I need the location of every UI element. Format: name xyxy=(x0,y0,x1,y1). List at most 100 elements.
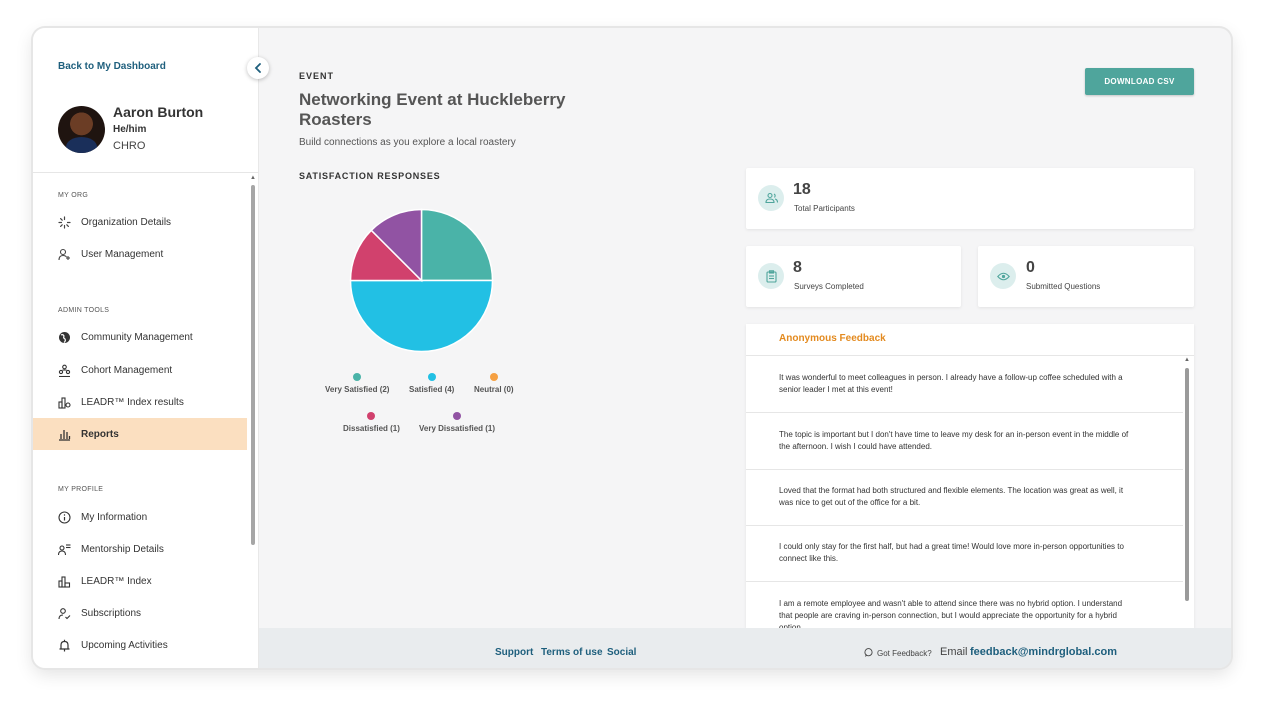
sidebar-item-label: Community Management xyxy=(81,331,193,343)
user-add-icon xyxy=(58,248,71,261)
sidebar: Back to My Dashboard Aaron Burton He/him… xyxy=(33,28,259,668)
feedback-item: I am a remote employee and wasn't able t… xyxy=(779,599,1123,628)
section-title-admin-tools: ADMIN TOOLS xyxy=(58,307,110,314)
feedback-divider xyxy=(746,355,1194,356)
info-icon xyxy=(58,510,71,524)
sidebar-item-upcoming-activities[interactable]: Upcoming Activities xyxy=(33,629,247,661)
pie-slice-satisfied[interactable] xyxy=(349,279,494,353)
section-title-my-org: MY ORG xyxy=(58,192,89,199)
sidebar-item-label: Cohort Management xyxy=(81,364,173,376)
feedback-item: It was wonderful to meet colleagues in p… xyxy=(746,356,1183,413)
participants-label: Total Participants xyxy=(794,204,855,213)
index-icon xyxy=(58,396,71,409)
legend-very-dissatisfied: Very Dissatisfied (1) xyxy=(419,412,495,433)
sidebar-item-organization-details[interactable]: Organization Details xyxy=(33,206,247,238)
legend-label: Very Dissatisfied (1) xyxy=(419,424,496,433)
avatar xyxy=(58,106,105,153)
sidebar-item-subscriptions[interactable]: Subscriptions xyxy=(33,597,247,629)
feedback-item: The topic is important but I don't have … xyxy=(746,413,1183,470)
sidebar-divider xyxy=(33,172,259,173)
bell-icon xyxy=(58,639,71,652)
sidebar-item-my-information[interactable]: My Information xyxy=(33,501,247,533)
questions-label: Submitted Questions xyxy=(1026,282,1101,291)
legend-label: Satisfied (4) xyxy=(409,385,455,394)
anonymous-feedback-panel[interactable]: Anonymous Feedback It was wonderful to m… xyxy=(746,324,1194,628)
legend-neutral: Neutral (0) xyxy=(474,373,514,394)
scroll-up-arrow-icon[interactable]: ▲ xyxy=(250,175,256,181)
user-pronouns: He/him xyxy=(113,124,147,135)
sidebar-item-label: Upcoming Activities xyxy=(81,639,168,651)
surveys-count: 8 xyxy=(793,259,802,276)
legend-satisfied: Satisfied (4) xyxy=(409,373,454,394)
legend-dot xyxy=(367,412,376,420)
sidebar-item-label: User Management xyxy=(81,248,164,260)
sidebar-item-leadr-index[interactable]: LEADR™ Index xyxy=(33,565,247,597)
user-check-icon xyxy=(58,607,71,620)
sidebar-item-user-management[interactable]: User Management xyxy=(33,238,247,270)
users-icon xyxy=(758,185,784,211)
terms-link[interactable]: Terms of use xyxy=(541,647,603,658)
stat-card-participants: 18 Total Participants xyxy=(746,168,1194,229)
scroll-up-arrow-icon[interactable]: ▲ xyxy=(1184,357,1190,363)
app-window: Back to My Dashboard Aaron Burton He/him… xyxy=(33,28,1231,668)
legend-dot xyxy=(427,373,436,381)
legend-label: Very Satisfied (2) xyxy=(325,385,390,394)
support-link[interactable]: Support xyxy=(495,647,534,658)
sidebar-item-cohort-management[interactable]: Cohort Management xyxy=(33,354,247,386)
eye-icon xyxy=(990,263,1016,289)
sidebar-item-label: My Information xyxy=(81,511,148,523)
bar-chart-icon xyxy=(58,428,71,441)
section-title-my-profile: MY PROFILE xyxy=(58,486,104,493)
legend-label: Dissatisfied (1) xyxy=(343,424,400,433)
sidebar-item-label: LEADR™ Index results xyxy=(81,396,184,408)
feedback-item: Loved that the format had both structure… xyxy=(746,469,1183,526)
back-to-dashboard-link[interactable]: Back to My Dashboard xyxy=(58,61,166,72)
participants-count: 18 xyxy=(793,181,811,198)
sidebar-item-label: LEADR™ Index xyxy=(81,575,152,587)
collapse-sidebar-button[interactable] xyxy=(247,57,269,79)
questions-count: 0 xyxy=(1026,259,1035,276)
feedback-title: Anonymous Feedback xyxy=(779,333,886,344)
sidebar-item-label: Mentorship Details xyxy=(81,543,164,555)
legend-very-satisfied: Very Satisfied (2) xyxy=(325,373,389,394)
download-csv-button[interactable]: DOWNLOAD CSV xyxy=(1085,68,1194,95)
sidebar-item-mentorship-details[interactable]: Mentorship Details xyxy=(33,533,247,565)
globe-icon xyxy=(58,331,71,344)
sidebar-scrollbar[interactable] xyxy=(251,185,255,545)
event-label: EVENT xyxy=(299,71,335,81)
org-icon xyxy=(58,215,71,229)
email-label: Email xyxy=(940,646,968,658)
page-title: Networking Event at Huckleberry Roasters xyxy=(299,90,566,129)
stat-card-surveys: 8 Surveys Completed xyxy=(746,246,961,307)
main-content: EVENT Networking Event at Huckleberry Ro… xyxy=(259,28,1231,628)
social-link[interactable]: Social xyxy=(607,647,637,658)
sidebar-item-reports[interactable]: Reports xyxy=(33,418,247,450)
mentor-icon xyxy=(58,543,71,556)
sidebar-item-label: Subscriptions xyxy=(81,607,142,619)
feedback-email-link[interactable]: feedback@mindrglobal.com xyxy=(970,646,1118,658)
legend-dot xyxy=(489,373,498,381)
legend-dot xyxy=(453,412,462,420)
pie-slice-very-dissatisfied[interactable] xyxy=(370,208,423,283)
feedback-scrollbar[interactable] xyxy=(1185,368,1189,601)
pie-slice-very-satisfied[interactable] xyxy=(420,208,494,282)
user-role: CHRO xyxy=(113,140,146,152)
sidebar-item-label: Reports xyxy=(81,428,119,440)
footer: Support Terms of use Social Got Feedback… xyxy=(259,628,1231,668)
got-feedback-label: Got Feedback? xyxy=(877,649,932,658)
index-icon xyxy=(58,575,71,588)
feedback-item: I could only stay for the first half, bu… xyxy=(746,525,1183,582)
sidebar-item-leadr-index-results[interactable]: LEADR™ Index results xyxy=(33,386,247,418)
satisfaction-title: SATISFACTION RESPONSES xyxy=(299,171,441,181)
user-name: Aaron Burton xyxy=(113,104,204,120)
got-feedback: Got Feedback? xyxy=(864,648,932,659)
event-description: Build connections as you explore a local… xyxy=(299,137,516,148)
group-icon xyxy=(58,364,71,377)
sidebar-item-community-management[interactable]: Community Management xyxy=(33,321,247,353)
sidebar-item-label: Organization Details xyxy=(81,216,172,228)
satisfaction-pie-chart xyxy=(349,208,494,353)
clipboard-icon xyxy=(758,263,784,289)
legend-label: Neutral (0) xyxy=(474,385,514,394)
chat-icon xyxy=(864,648,873,659)
stat-card-questions: 0 Submitted Questions xyxy=(978,246,1194,307)
